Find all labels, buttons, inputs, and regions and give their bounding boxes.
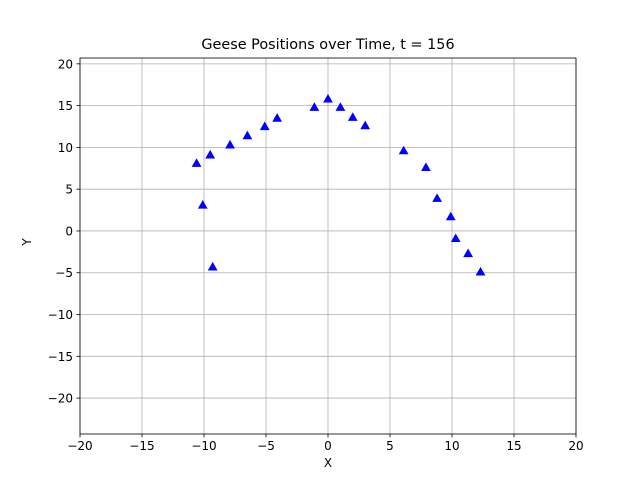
y-tick-label: 5 — [65, 183, 73, 197]
goose-marker — [259, 121, 270, 131]
x-tick-label: 10 — [444, 439, 459, 453]
goose-marker — [242, 130, 253, 140]
x-tick-label: −15 — [129, 439, 154, 453]
x-tick-label: −10 — [191, 439, 216, 453]
goose-marker — [421, 162, 431, 172]
goose-marker — [463, 248, 474, 258]
goose-marker — [191, 158, 202, 167]
chart-title: Geese Positions over Time, t = 156 — [201, 37, 454, 53]
grid-lines — [79, 58, 577, 434]
goose-marker — [323, 93, 333, 103]
goose-marker — [335, 102, 346, 111]
y-tick-label: −10 — [48, 308, 73, 322]
goose-marker — [347, 112, 358, 121]
y-tick-label: 15 — [58, 99, 73, 113]
goose-marker — [205, 149, 216, 159]
goose-marker — [475, 266, 486, 276]
goose-marker — [272, 113, 283, 122]
goose-marker — [398, 145, 409, 155]
y-tick-label: 20 — [58, 57, 73, 71]
goose-marker — [225, 139, 235, 149]
x-axis-label: X — [324, 456, 332, 470]
goose-marker — [197, 200, 208, 209]
y-tick-label: −15 — [48, 350, 73, 364]
y-tick-label: 10 — [58, 141, 73, 155]
goose-marker — [450, 233, 461, 243]
x-tick-label: 15 — [506, 439, 521, 453]
data-points — [191, 93, 486, 276]
y-tick-label: −5 — [55, 266, 73, 280]
y-tick-label: −20 — [48, 392, 73, 406]
goose-marker — [432, 193, 443, 202]
x-tick-label: 5 — [386, 439, 394, 453]
x-tick-label: −5 — [257, 439, 275, 453]
y-tick-label: 0 — [65, 224, 73, 238]
goose-marker — [360, 120, 371, 130]
x-tick-label: 20 — [568, 439, 583, 453]
x-tick-label: −20 — [67, 439, 92, 453]
x-tick-label: 0 — [324, 439, 332, 453]
y-axis-label: Y — [20, 238, 34, 247]
goose-marker — [309, 102, 320, 111]
axis-ticks: −20 −15 −10 −5 0 5 10 15 20 −20 −15 −10 −5 0 5 10 15 20 — [48, 57, 584, 453]
goose-marker — [207, 261, 218, 271]
goose-marker — [445, 211, 456, 221]
